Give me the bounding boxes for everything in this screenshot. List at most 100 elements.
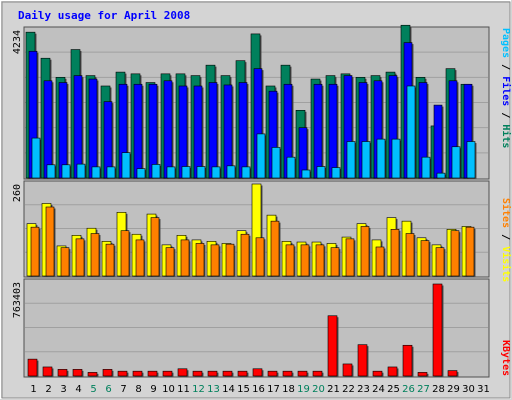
- bar-sites: Sites 30: 138: [465, 226, 475, 277]
- bar-kbytes: KBytes 29: 45000: [447, 370, 458, 377]
- bar-pages: Pages 11: 330: [181, 166, 191, 179]
- day-label: 13: [207, 384, 220, 395]
- y-max-label-visits: 260: [12, 184, 23, 202]
- bar-pages: Pages 15: 320: [241, 166, 251, 179]
- day-label: 10: [162, 384, 175, 395]
- day-label: 21: [327, 384, 340, 395]
- day-label: 7: [120, 384, 126, 395]
- bar-pages: Pages 26: 2650: [406, 85, 416, 179]
- bar-files: Files 8: 2700: [133, 83, 143, 179]
- day-label: 26: [402, 384, 415, 395]
- bar-kbytes: KBytes 9: 40000: [147, 370, 158, 377]
- bars-hits-files-pages: Hits 1: 4200Files 1: 3650Pages 1: 1150Hi…: [25, 24, 477, 180]
- bar-kbytes: KBytes 18: 40000: [282, 370, 293, 377]
- day-label: 17: [267, 384, 280, 395]
- panel-hits-files-pages: Hits 1: 4200Files 1: 3650Pages 1: 1150Hi…: [12, 24, 512, 180]
- legend-sep-2: /: [500, 112, 511, 124]
- bar-pages: Pages 24: 1120: [376, 138, 386, 179]
- bar-pages: Pages 20: 330: [316, 166, 326, 179]
- bar-kbytes: KBytes 14: 40000: [222, 370, 233, 377]
- panel-kbytes: KBytes 1: 140000 KBytes 2: 75000 KBytes 3:…: [12, 278, 511, 378]
- day-label: 29: [447, 384, 460, 395]
- day-label: 8: [135, 384, 141, 395]
- bar-kbytes: KBytes 2: 75000: [42, 366, 53, 377]
- day-label: 1: [30, 384, 36, 395]
- day-label: 12: [192, 384, 205, 395]
- bar-sites: Sites 7: 128: [120, 230, 130, 277]
- day-label: 18: [282, 384, 295, 395]
- bar-sites: Sites 2: 195: [45, 206, 55, 277]
- bar-files: Files 5: 2850: [88, 78, 98, 179]
- day-label: 23: [357, 384, 370, 395]
- bar-pages: Pages 7: 730: [121, 152, 131, 179]
- day-label: 30: [462, 384, 475, 395]
- bar-files: Files 14: 2680: [223, 84, 233, 179]
- bar-pages: Pages 23: 1050: [361, 141, 371, 179]
- bar-kbytes: KBytes 7: 40000: [117, 370, 128, 377]
- bar-pages: Pages 2: 380: [46, 164, 56, 179]
- bar-pages: Pages 25: 1120: [391, 138, 401, 179]
- day-label: 24: [372, 384, 385, 395]
- day-label: 11: [177, 384, 190, 395]
- bar-kbytes: KBytes 3: 55000: [57, 369, 68, 377]
- bar-sites: Sites 25: 132: [390, 228, 400, 277]
- bar-kbytes: KBytes 28: 763403: [432, 283, 443, 377]
- bar-kbytes: KBytes 8: 40000: [132, 370, 143, 377]
- bar-kbytes: KBytes 26: 255000: [402, 344, 413, 377]
- day-label: 25: [387, 384, 400, 395]
- bar-sites: Sites 8: 102: [135, 239, 145, 277]
- bar-kbytes: KBytes 6: 55000: [102, 369, 113, 377]
- bar-kbytes: KBytes 5: 30000: [87, 372, 98, 377]
- day-label: 6: [105, 384, 111, 395]
- bar-kbytes: KBytes 12: 40000: [192, 370, 203, 377]
- day-label: 16: [252, 384, 265, 395]
- bar-pages: Pages 3: 380: [61, 164, 71, 179]
- bar-pages: Pages 10: 320: [166, 166, 176, 179]
- day-label: 31: [477, 384, 490, 395]
- bar-sites: Sites 29: 128: [450, 230, 460, 277]
- bar-pages: Pages 27: 600: [421, 156, 431, 179]
- bar-kbytes: KBytes 22: 100000: [342, 363, 353, 377]
- bar-kbytes: KBytes 19: 40000: [297, 370, 308, 377]
- legend-sep-1: /: [500, 64, 511, 76]
- bar-sites: Sites 24: 82: [375, 246, 385, 277]
- bar-kbytes: KBytes 16: 60000: [252, 368, 263, 377]
- bar-kbytes: KBytes 11: 60000: [177, 368, 188, 377]
- bar-pages: Pages 21: 300: [331, 167, 341, 179]
- bar-sites: Sites 5: 120: [90, 233, 100, 277]
- bar-files: Files 28: 2100: [433, 104, 443, 179]
- day-label: 3: [60, 384, 66, 395]
- legend-visits: Visits: [500, 246, 512, 282]
- bar-pages: Pages 5: 320: [91, 166, 101, 179]
- bar-files: Files 11: 2650: [178, 85, 188, 179]
- bar-sites: Sites 13: 88: [210, 244, 220, 277]
- bar-sites: Sites 16: 108: [255, 237, 265, 277]
- bar-kbytes: KBytes 21: 500000: [327, 315, 338, 377]
- bar-pages: Pages 12: 330: [196, 166, 206, 179]
- bar-files: Files 21: 2700: [328, 83, 338, 179]
- bar-files: Files 20: 2700: [313, 83, 323, 179]
- bar-pages: Pages 19: 230: [301, 169, 311, 179]
- y-max-label-hits: 4234: [12, 30, 23, 54]
- chart-title: Daily usage for April 2008: [18, 9, 190, 22]
- bar-sites: Sites 23: 140: [360, 226, 370, 277]
- bar-sites: Sites 27: 100: [420, 240, 430, 277]
- bar-sites: Sites 15: 118: [240, 233, 250, 277]
- legend-hits-files-pages: Pages / Files / Hits: [500, 28, 512, 148]
- bar-files: Files 13: 2750: [208, 82, 218, 179]
- bar-sites: Sites 10: 80: [165, 247, 175, 277]
- bar-sites: Sites 9: 165: [150, 217, 160, 277]
- bar-sites: Sites 26: 120: [405, 233, 415, 277]
- day-label: 4: [75, 384, 81, 395]
- bars-visits-sites: Visits 1: 148Sites 1: 138Visits 2: 205Si…: [26, 183, 476, 278]
- bar-kbytes: KBytes 10: 40000: [162, 370, 173, 377]
- bar-files: Files 2: 2800: [43, 80, 53, 179]
- bar-files: Files 12: 2650: [193, 85, 203, 179]
- bar-pages: Pages 6: 320: [106, 166, 116, 179]
- day-label: 19: [297, 384, 310, 395]
- bar-pages: Pages 22: 1050: [346, 141, 356, 179]
- bar-kbytes: KBytes 24: 40000: [372, 370, 383, 377]
- bar-pages: Pages 1: 1150: [31, 137, 41, 179]
- day-label: 5: [90, 384, 96, 395]
